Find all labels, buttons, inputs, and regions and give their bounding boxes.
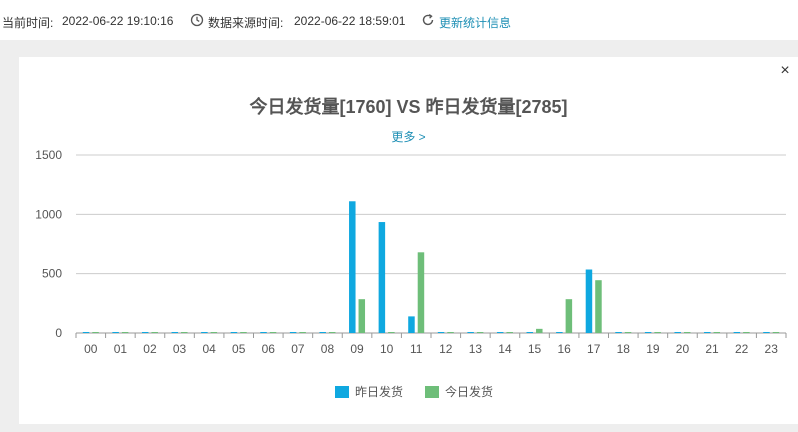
bar-yesterday bbox=[733, 332, 741, 333]
legend-swatch-yesterday bbox=[335, 386, 349, 398]
bar-today bbox=[210, 332, 218, 333]
bar-today bbox=[181, 332, 188, 333]
x-tick-label: 17 bbox=[587, 342, 601, 356]
bar-yesterday bbox=[82, 332, 90, 333]
bar-today bbox=[536, 328, 543, 333]
chart-panel: × 今日发货量[1760] VS 昨日发货量[2785] 更多 > 0 500 10… bbox=[19, 57, 798, 424]
bar-today bbox=[447, 332, 454, 333]
bar-yesterday bbox=[260, 332, 267, 333]
x-tick-label: 06 bbox=[262, 342, 276, 356]
bar-yesterday bbox=[496, 332, 504, 333]
legend-label-yesterday: 昨日发货 bbox=[355, 385, 404, 399]
bar-yesterday bbox=[526, 332, 534, 333]
x-tick-label: 13 bbox=[469, 342, 483, 356]
bar-today bbox=[358, 299, 366, 333]
current-time: 2022-06-22 19:10:16 bbox=[62, 14, 174, 28]
x-tick-label: 22 bbox=[735, 342, 749, 356]
source-time: 2022-06-22 18:59:01 bbox=[294, 14, 406, 28]
x-tick-label: 10 bbox=[380, 342, 394, 356]
status-bar: 当前时间: 2022-06-22 19:10:16 数据来源时间: 2022-0… bbox=[0, 0, 798, 40]
history-icon bbox=[190, 13, 204, 30]
bar-today bbox=[240, 332, 247, 333]
x-tick-label: 01 bbox=[114, 342, 128, 356]
y-tick-label: 500 bbox=[42, 267, 62, 281]
x-tick-label: 12 bbox=[439, 342, 453, 356]
current-time-label: 当前时间: bbox=[2, 16, 54, 30]
more-link[interactable]: 更多 > bbox=[391, 130, 426, 144]
x-tick-label: 07 bbox=[291, 342, 305, 356]
bar-yesterday bbox=[704, 332, 711, 333]
bar-today bbox=[654, 332, 661, 333]
x-tick-label: 08 bbox=[321, 342, 335, 356]
x-tick-label: 00 bbox=[84, 342, 98, 356]
x-tick-label: 03 bbox=[173, 342, 187, 356]
x-tick-label: 21 bbox=[705, 342, 719, 356]
bar-yesterday bbox=[644, 332, 652, 333]
x-tick-label: 20 bbox=[676, 342, 690, 356]
x-tick-label: 19 bbox=[646, 342, 660, 356]
bar-today bbox=[269, 332, 277, 333]
x-tick-label: 04 bbox=[202, 342, 216, 356]
bar-yesterday bbox=[289, 332, 297, 333]
bar-today bbox=[713, 332, 721, 333]
x-tick-label: 02 bbox=[143, 342, 157, 356]
bar-yesterday bbox=[171, 332, 179, 333]
refresh-stats-link[interactable]: 更新统计信息 bbox=[439, 16, 512, 30]
x-tick-label: 11 bbox=[410, 342, 423, 356]
y-tick-label: 0 bbox=[55, 326, 62, 340]
bar-yesterday bbox=[437, 332, 445, 333]
bar-chart: 0 500 1000 1500 00 01 02 03 04 05 06 07 08 09 10 11 12 13… bbox=[35, 148, 787, 356]
bar-yesterday bbox=[556, 332, 563, 333]
bar-yesterday bbox=[112, 332, 119, 333]
bar-today bbox=[743, 332, 750, 333]
bar-yesterday bbox=[230, 332, 238, 333]
bar-yesterday bbox=[408, 316, 415, 333]
refresh-icon[interactable] bbox=[421, 13, 435, 30]
bar-yesterday bbox=[201, 332, 208, 333]
bar-yesterday bbox=[141, 332, 149, 333]
bar-yesterday bbox=[674, 332, 681, 333]
bar-today bbox=[328, 332, 336, 333]
legend-item-today[interactable]: 今日发货 bbox=[425, 383, 493, 400]
bar-today bbox=[92, 332, 99, 333]
x-tick-label: 16 bbox=[557, 342, 571, 356]
close-icon[interactable]: × bbox=[780, 62, 790, 79]
x-tick-label: 18 bbox=[617, 342, 631, 356]
bar-today bbox=[388, 332, 395, 333]
x-tick-label: 15 bbox=[528, 342, 542, 356]
bar-yesterday bbox=[615, 332, 622, 333]
legend-swatch-today bbox=[425, 386, 439, 398]
bar-yesterday bbox=[585, 269, 593, 333]
bar-today bbox=[683, 332, 691, 333]
bar-today bbox=[151, 332, 158, 333]
bar-today bbox=[772, 332, 780, 333]
bar-yesterday bbox=[378, 222, 386, 333]
bar-yesterday bbox=[467, 332, 474, 333]
bar-today bbox=[595, 280, 602, 333]
x-tick-label: 05 bbox=[232, 342, 246, 356]
bar-today bbox=[476, 332, 484, 333]
bar-yesterday bbox=[319, 332, 326, 333]
source-time-label: 数据来源时间: bbox=[208, 16, 284, 30]
x-tick-label: 14 bbox=[498, 342, 512, 356]
y-tick-label: 1500 bbox=[35, 148, 62, 162]
bar-today bbox=[121, 332, 129, 333]
bar-today bbox=[624, 332, 632, 333]
chart-title: 今日发货量[1760] VS 昨日发货量[2785] bbox=[249, 97, 568, 117]
bar-today bbox=[565, 299, 573, 333]
bar-today bbox=[299, 332, 306, 333]
x-tick-label: 09 bbox=[350, 342, 364, 356]
chart-legend: 昨日发货 今日发货 bbox=[19, 383, 798, 399]
y-tick-label: 1000 bbox=[35, 207, 62, 221]
bar-yesterday bbox=[763, 332, 770, 333]
x-tick-label: 23 bbox=[765, 342, 779, 356]
legend-label-today: 今日发货 bbox=[445, 385, 494, 399]
legend-item-yesterday[interactable]: 昨日发货 bbox=[335, 383, 403, 400]
bar-yesterday bbox=[349, 201, 356, 333]
bar-today bbox=[417, 252, 425, 333]
bar-today bbox=[506, 332, 513, 333]
